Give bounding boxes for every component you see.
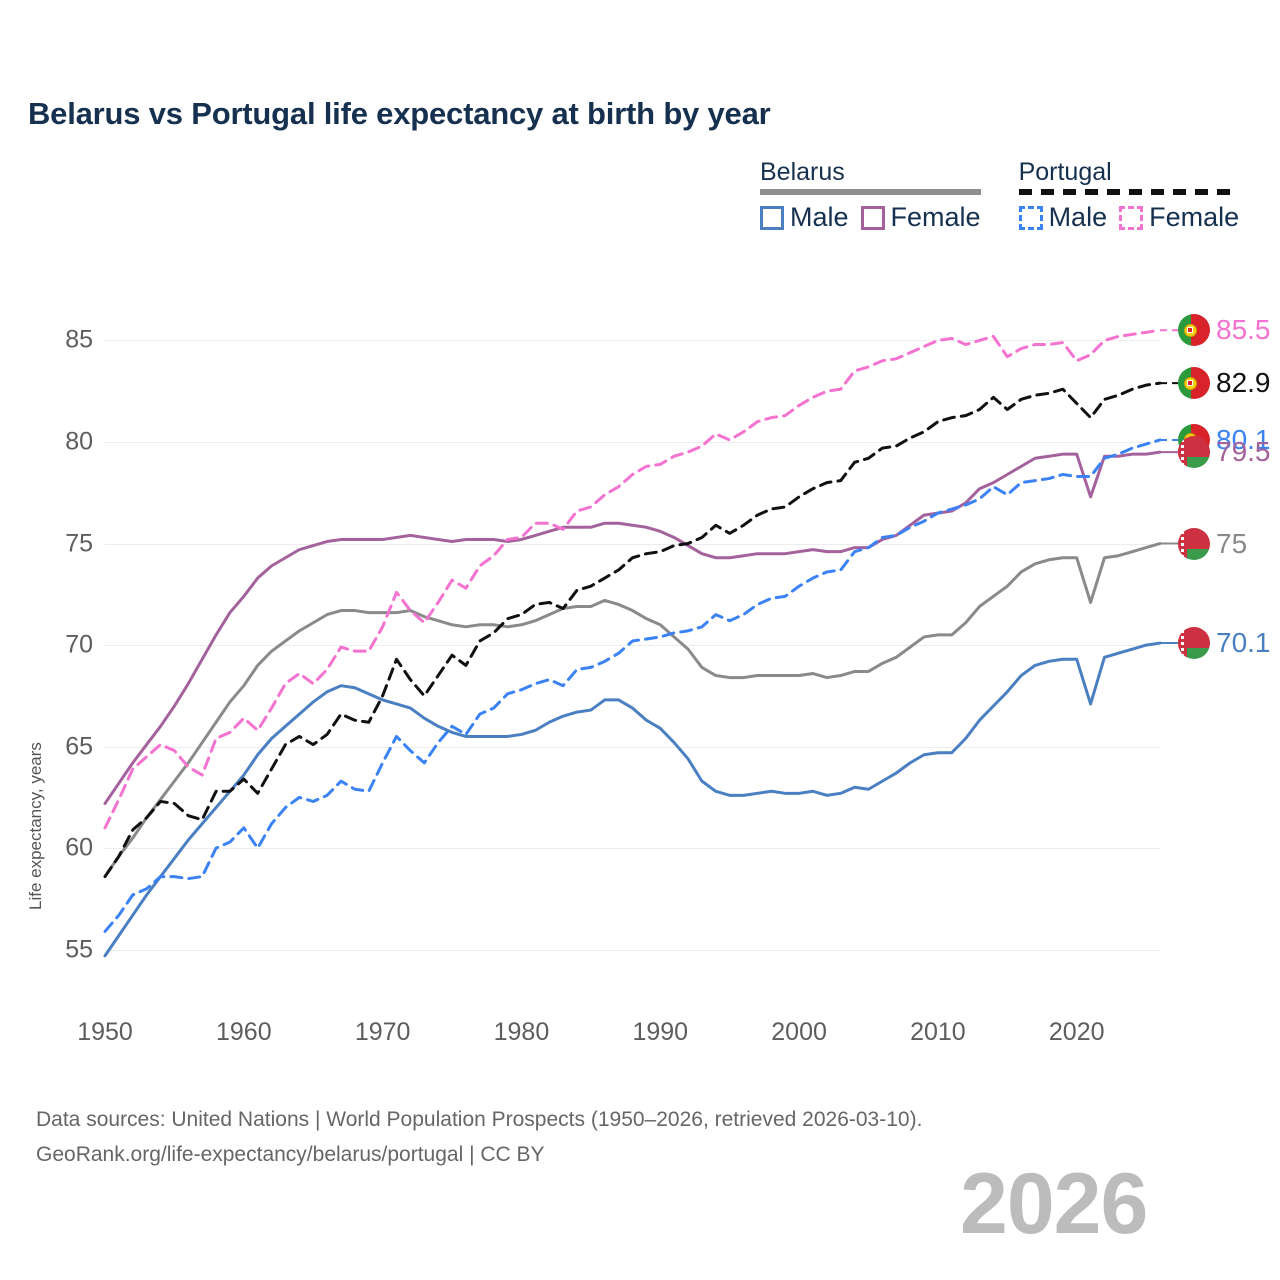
legend-item-belarus-female[interactable]: Female — [860, 202, 981, 232]
end-label-82.9: 82.9 — [1178, 367, 1271, 400]
legend-group-portugal: Portugal Male Female — [1018, 158, 1240, 232]
belarus-flag-icon — [1178, 436, 1210, 469]
gridline — [105, 543, 1160, 545]
end-label-75: 75 — [1178, 527, 1248, 560]
y-tick-label: 70 — [65, 630, 93, 659]
end-label-value: 85.5 — [1216, 314, 1271, 346]
chart-plot-area: Life expectancy, years 55 60 65 70 75 80 85 19… — [0, 250, 1280, 1252]
end-label-85.5: 85.5 — [1178, 314, 1271, 347]
footer-credits: Data sources: United Nations | World Pop… — [36, 1103, 922, 1172]
legend-country-name: Belarus — [760, 158, 845, 186]
legend-item-label: Male — [790, 202, 849, 232]
footer-line-sources: Data sources: United Nations | World Pop… — [36, 1108, 923, 1131]
year-watermark: 2026 — [960, 1156, 1148, 1252]
gridline — [105, 442, 1160, 443]
portugal-flag-icon — [1178, 314, 1210, 347]
gridline — [105, 848, 1160, 850]
end-label-value: 79.5 — [1216, 436, 1271, 468]
x-tick-label: 1970 — [354, 1018, 411, 1046]
footer-line-url: GeoRank.org/life-expectancy/belarus/port… — [36, 1142, 545, 1166]
series-line-portugal-total — [103, 381, 1162, 879]
y-tick-label: 85 — [65, 325, 93, 354]
end-label-value: 75 — [1216, 527, 1248, 559]
legend-items: Male Female — [1018, 202, 1239, 232]
legend-swatch-icon — [1018, 205, 1043, 230]
legend-item-portugal-male[interactable]: Male — [1018, 202, 1108, 232]
gridline — [105, 340, 1160, 342]
gridline — [105, 645, 1160, 647]
legend-item-label: Female — [1149, 202, 1240, 232]
legend-item-label: Male — [1048, 202, 1108, 232]
end-label-value: 80.1 — [1216, 423, 1271, 455]
x-tick-label: 1960 — [216, 1018, 272, 1046]
portugal-flag-icon — [1178, 367, 1210, 400]
belarus-flag-icon — [1178, 527, 1210, 560]
series-line-portugal-male — [103, 438, 1162, 933]
chart-legend: Belarus Male Female Portugal Male Female — [760, 158, 1240, 232]
x-tick-label: 1990 — [632, 1018, 689, 1046]
series-lines — [103, 328, 1180, 958]
y-tick-label: 65 — [65, 732, 93, 761]
end-label-70.1: 70.1 — [1178, 627, 1271, 660]
end-label-value: 70.1 — [1216, 627, 1271, 659]
y-tick-label: 60 — [65, 833, 93, 862]
legend-swatch-icon — [860, 205, 885, 230]
page-title: Belarus vs Portugal life expectancy at b… — [28, 96, 771, 131]
legend-swatch-icon — [1119, 205, 1144, 230]
series-line-portugal-female — [103, 328, 1162, 830]
legend-country-rule — [1018, 189, 1240, 195]
legend-item-label: Female — [890, 202, 981, 232]
y-tick-label: 55 — [65, 935, 93, 964]
series-line-belarus-female — [103, 450, 1162, 805]
series-line-belarus-total — [103, 542, 1162, 879]
belarus-flag-icon — [1178, 627, 1210, 660]
gridline — [105, 746, 1160, 748]
legend-items: Male Female — [760, 204, 981, 231]
legend-item-belarus-male[interactable]: Male — [760, 204, 849, 231]
legend-country-name: Portugal — [1018, 158, 1112, 186]
y-tick-label: 80 — [65, 427, 93, 456]
x-tick-label: 1950 — [77, 1018, 133, 1046]
y-tick-label: 75 — [65, 529, 93, 558]
x-tick-label: 2020 — [1048, 1018, 1105, 1046]
x-tick-label: 1980 — [493, 1018, 550, 1046]
gridline — [105, 949, 1160, 951]
end-label-79.5: 79.5 — [1178, 436, 1271, 469]
x-tick-label: 2010 — [910, 1018, 966, 1046]
end-label-value: 82.9 — [1216, 367, 1271, 399]
legend-item-portugal-female[interactable]: Female — [1119, 204, 1239, 231]
x-tick-label: 2000 — [771, 1018, 827, 1046]
legend-swatch-icon — [760, 205, 784, 230]
legend-country-rule — [760, 189, 981, 195]
legend-group-belarus: Belarus Male Female — [760, 160, 981, 231]
series-line-belarus-male — [103, 641, 1162, 958]
